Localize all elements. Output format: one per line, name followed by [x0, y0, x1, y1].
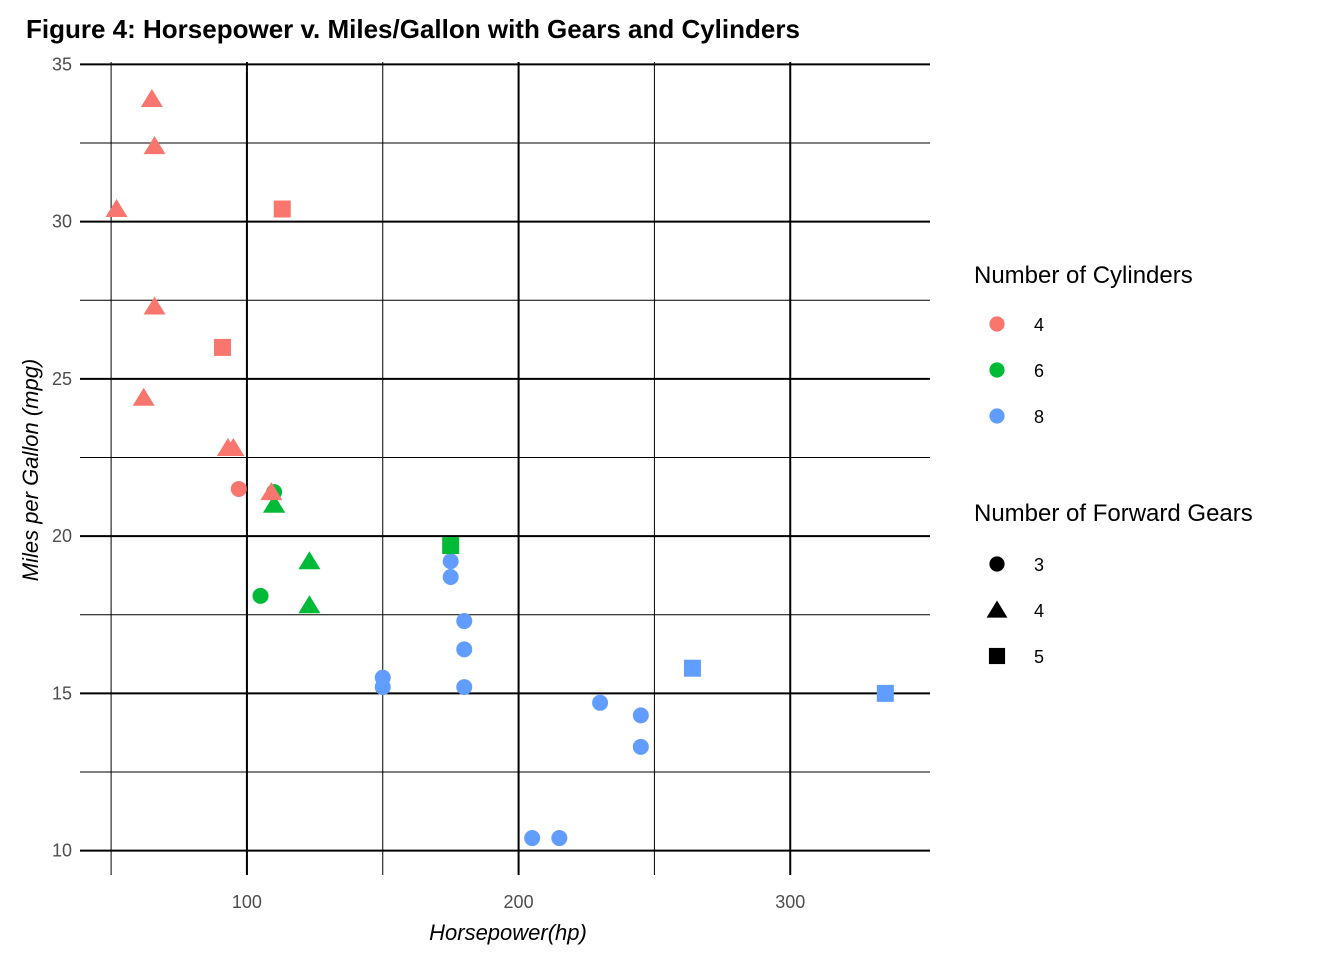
data-point — [252, 587, 269, 604]
legend: Number of Cylinders 4 6 8 Number of Forward … — [974, 262, 1253, 667]
x-tick-label: 300 — [775, 892, 805, 912]
data-point — [213, 338, 231, 356]
data-point — [143, 136, 166, 155]
legend-label: 3 — [1034, 555, 1044, 575]
y-tick-label: 35 — [52, 54, 72, 74]
y-tick-label: 30 — [52, 212, 72, 232]
data-point — [456, 679, 473, 696]
legend-key — [988, 647, 1006, 665]
x-axis-title: Horsepower(hp) — [429, 920, 587, 945]
y-tick-label: 20 — [52, 526, 72, 546]
data-point — [273, 200, 291, 218]
y-tick-label: 25 — [52, 369, 72, 389]
data-point — [260, 482, 283, 501]
axis-ticks: 10 15 20 25 30 35 100 200 300 — [52, 54, 805, 912]
y-tick-label: 15 — [52, 683, 72, 703]
data-point — [456, 641, 473, 658]
legend-key — [989, 316, 1005, 332]
data-point — [230, 480, 247, 497]
data-point — [298, 551, 321, 570]
x-tick-label: 100 — [232, 892, 262, 912]
data-point — [298, 595, 321, 614]
data-point — [876, 684, 894, 702]
data-point — [140, 88, 163, 107]
data-point — [592, 694, 609, 711]
grid — [80, 62, 930, 875]
data-point — [143, 296, 166, 315]
data-point — [105, 199, 128, 218]
legend-title: Number of Cylinders — [974, 262, 1193, 289]
legend-label: 4 — [1034, 601, 1044, 621]
data-points — [105, 88, 894, 847]
data-point — [456, 613, 473, 630]
legend-key — [989, 408, 1005, 424]
data-point — [442, 569, 459, 586]
y-axis-title: Miles per Gallon (mpg) — [18, 359, 43, 582]
legend-key — [986, 600, 1008, 618]
legend-label: 8 — [1034, 407, 1044, 427]
legend-key — [989, 556, 1005, 572]
legend-label: 4 — [1034, 315, 1044, 335]
x-tick-label: 200 — [504, 892, 534, 912]
data-point — [374, 679, 391, 696]
legend-key — [989, 362, 1005, 378]
data-point — [683, 659, 701, 677]
legend-label: 5 — [1034, 647, 1044, 667]
chart-title: Figure 4: Horsepower v. Miles/Gallon wit… — [26, 14, 800, 44]
y-tick-label: 10 — [52, 841, 72, 861]
data-point — [551, 830, 568, 847]
data-point — [222, 438, 245, 457]
data-point — [442, 553, 459, 570]
legend-label: 6 — [1034, 361, 1044, 381]
data-point — [132, 387, 155, 406]
data-point — [263, 494, 286, 513]
data-point — [442, 537, 460, 555]
data-point — [632, 707, 649, 724]
data-point — [632, 738, 649, 755]
data-point — [524, 830, 541, 847]
legend-title: Number of Forward Gears — [974, 500, 1253, 527]
